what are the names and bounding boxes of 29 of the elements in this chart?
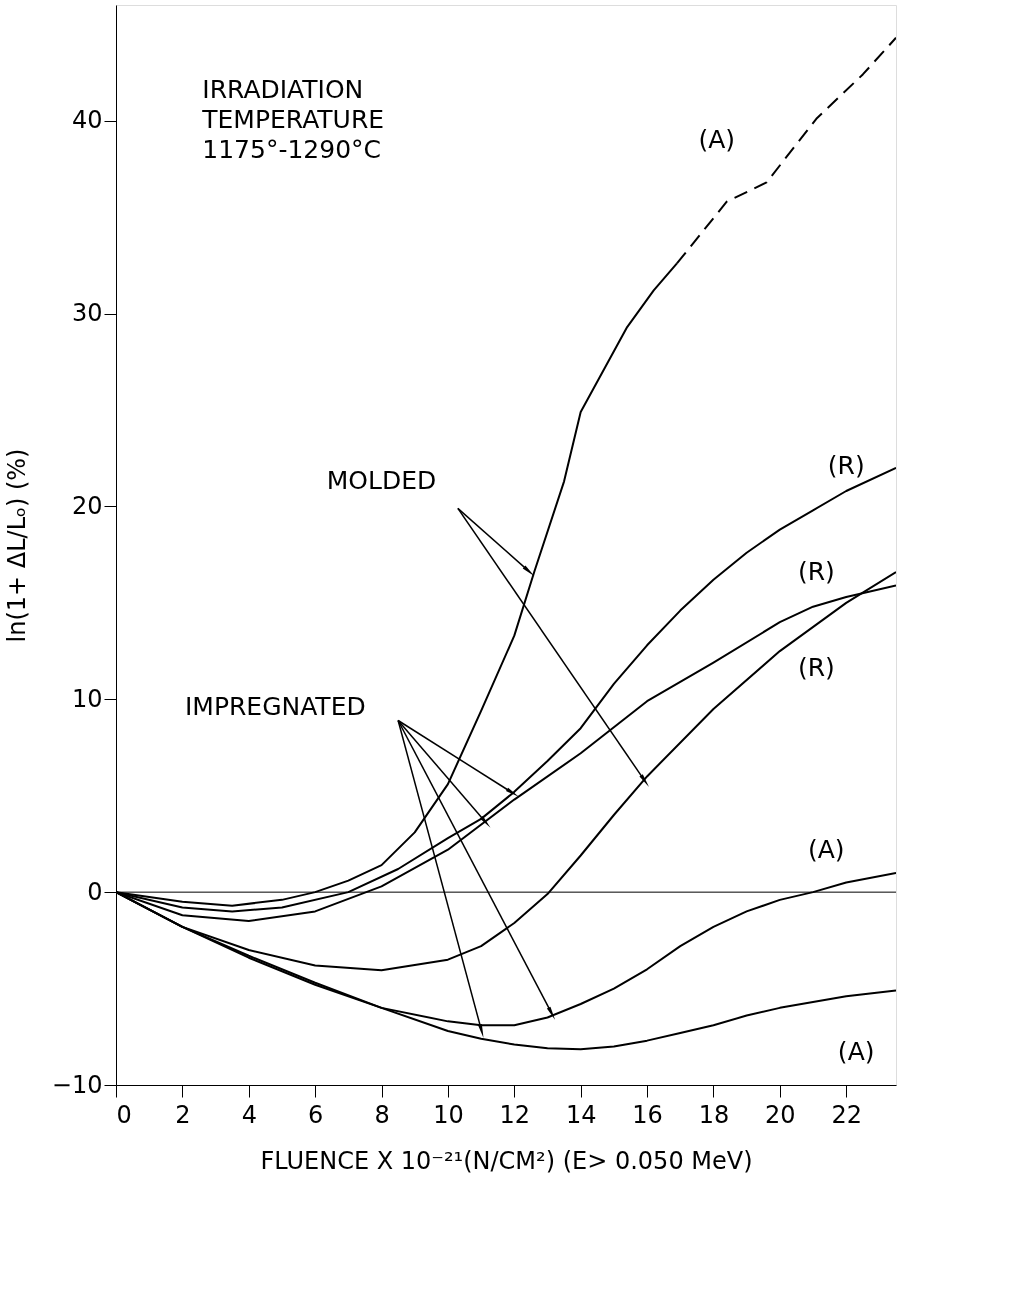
x-tick-label: 14 (565, 1100, 597, 1129)
annotation: MOLDED (326, 466, 437, 496)
x-tick-label: 6 (308, 1100, 324, 1129)
annotation: (A) (698, 125, 736, 154)
annotation: IRRADIATION TEMPERATURE 1175°-1290°C (201, 75, 385, 165)
x-tick-label: 2 (175, 1100, 191, 1129)
annotation: (A) (807, 834, 845, 864)
annotation: (R) (827, 450, 865, 480)
x-tick-label: 0 (116, 1100, 132, 1129)
y-axis-title: ln(1+ ΔL/Lₒ) (%) (2, 448, 31, 643)
x-tick-label: 18 (698, 1100, 730, 1129)
y-tick-label: 0 (87, 877, 103, 906)
x-tick-label: 4 (241, 1100, 257, 1129)
y-tick-label: 30 (71, 299, 103, 328)
x-tick-label: 16 (632, 1100, 663, 1129)
y-tick-label: 40 (71, 106, 103, 135)
y-tick-label: 10 (71, 684, 103, 713)
annotation: (R) (797, 653, 835, 683)
x-tick-label: 20 (765, 1100, 796, 1129)
x-tick-label: 8 (374, 1100, 390, 1129)
x-tick-label: 22 (831, 1100, 862, 1129)
y-tick-label: 20 (71, 491, 103, 520)
annotation: IMPREGNATED (184, 692, 366, 721)
x-tick-label: 10 (433, 1100, 464, 1129)
x-tick-label: 12 (499, 1100, 531, 1129)
y-tick-label: −10 (51, 1070, 103, 1099)
annotation: (A) (837, 1037, 875, 1067)
x-axis-title: FLUENCE X 10⁻²¹(N/CM²) (E> 0.050 MeV) (260, 1146, 753, 1175)
annotation: (R) (797, 557, 835, 586)
